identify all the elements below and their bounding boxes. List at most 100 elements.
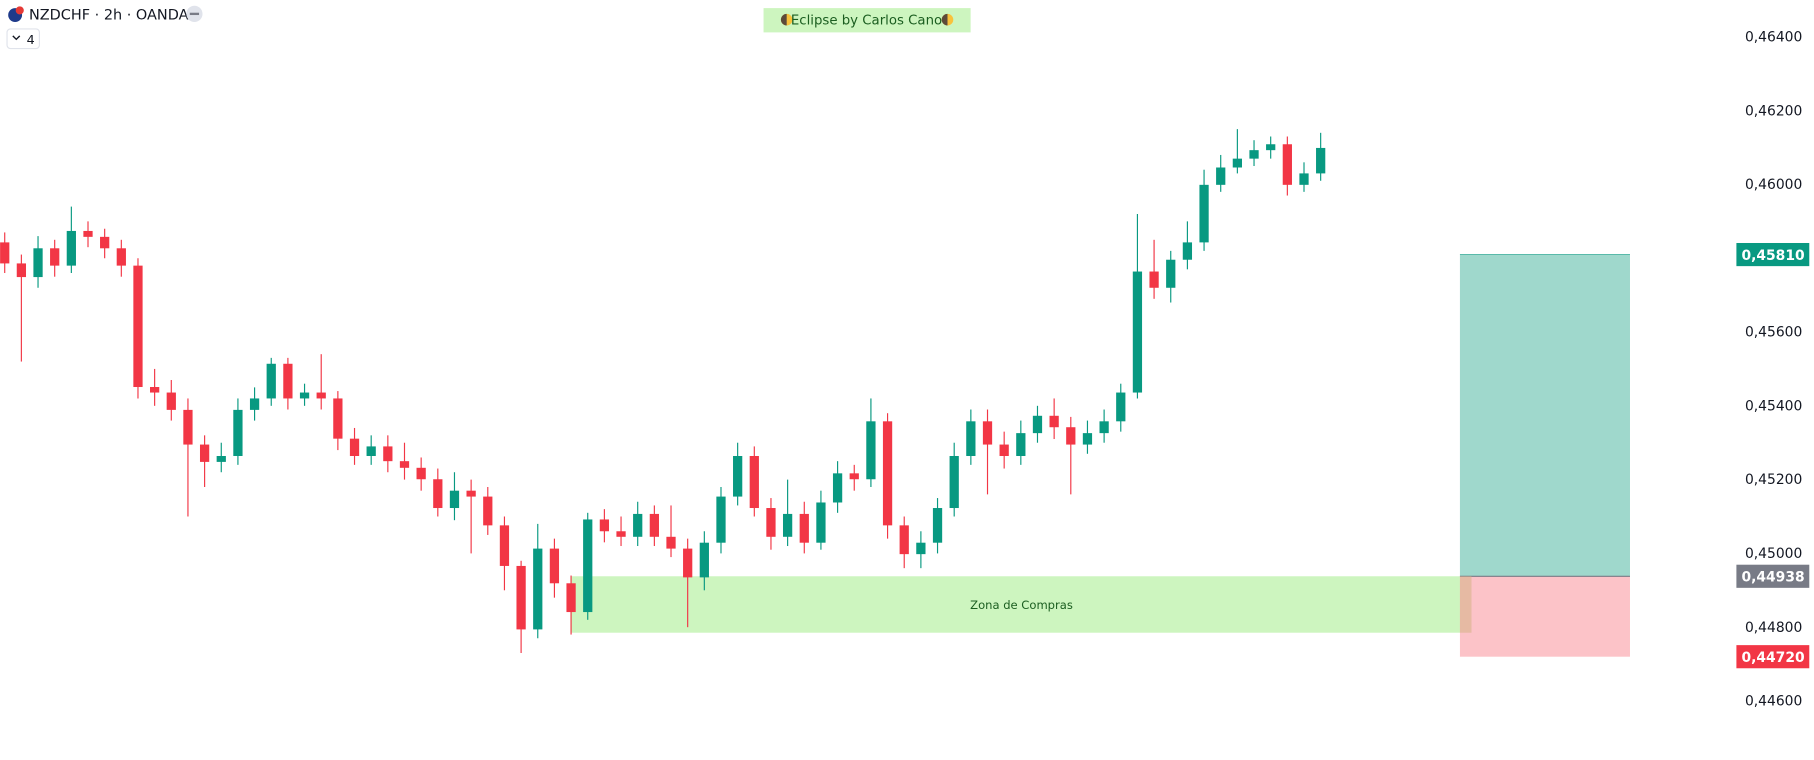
candle-body [899,525,909,555]
candle-body [699,542,709,578]
y-tick-label: 0,45400 [1745,398,1802,414]
moon-icon [941,13,948,26]
candle-body [33,248,43,278]
price-badge-label: 0,45810 [1741,248,1804,264]
candle-body [416,467,426,480]
candle-body [0,242,10,264]
candle-body [233,409,243,456]
candle-body [1216,167,1226,185]
symbol-icon [15,6,24,15]
candle-body [516,565,526,630]
candle-body [349,438,360,456]
plot: 0,46400 0,46200 0,46000 0,45600 0,45400 0,452… [0,30,1810,710]
candle-body [666,536,676,549]
indicators-toggle[interactable] [6,28,40,50]
candle-body [166,392,176,410]
candle-body [533,548,543,630]
indicator-count: 4 [27,32,35,47]
candle-body [366,446,376,456]
candle-body [1282,144,1292,185]
y-tick-label: 0,45600 [1745,325,1802,341]
candle-body [50,248,60,266]
candle-body [1149,271,1159,288]
moon-icon [780,13,787,26]
candle-body [183,409,193,445]
candle-body [999,444,1009,456]
candle-body [683,548,693,578]
candle-body [1066,427,1076,445]
candle-body [1316,147,1326,174]
banner-text: Eclipse by Carlos Cano [791,13,942,28]
candle-body [499,525,510,566]
candle-body [633,513,643,537]
y-tick-label: 0,46000 [1745,177,1802,193]
candle-body [716,496,726,543]
candle-body [116,248,126,266]
candle-body [1249,150,1259,159]
y-tick-label: 0,45000 [1745,546,1802,562]
candle-body [1116,392,1126,422]
candle-body [1199,184,1209,243]
y-tick-label: 0,46200 [1745,103,1802,119]
candle-body [466,490,476,497]
candle-body [449,490,460,509]
buy-zone [570,576,1472,633]
candle-body [1099,421,1109,434]
candle-body [949,456,959,509]
candle-body [316,392,326,399]
target-area [1459,254,1630,577]
candle-body [66,230,76,266]
y-tick-label: 0,44800 [1745,620,1802,636]
y-tick-label: 0,45200 [1745,472,1802,488]
price-badge-label: 0,44938 [1741,569,1804,585]
candle-body [616,531,626,537]
candle-body [399,461,410,468]
candle-body [283,363,293,399]
candle-body [816,502,826,543]
candle-body [16,263,27,278]
candle-body [216,456,226,462]
candle-body [782,513,793,537]
candle-body [1032,415,1043,434]
candle-body [1132,271,1143,393]
candle-body [849,473,859,480]
price-badge [1736,242,1810,267]
candle-body [100,236,110,249]
y-tick-label: 0,44600 [1745,694,1802,710]
zone-label: Zona de Compras [970,598,1073,612]
price-badge [1736,564,1810,588]
candle-body [599,519,610,532]
collapse-icon [189,12,200,16]
candle-body [916,542,926,555]
candle-body [799,513,809,543]
candle-body [383,446,393,462]
stop-area [1459,576,1630,657]
candle-body [583,519,593,613]
candle-body [766,508,776,537]
candle-body [1016,433,1026,456]
chevron-icon [12,35,21,41]
y-tick-label: 0,46400 [1745,30,1802,46]
candle-body [1266,144,1276,151]
candle-body [150,387,160,393]
candle-body [133,265,143,388]
candle-body [299,392,310,399]
price-badge [1736,645,1810,669]
candle-body [1049,415,1059,428]
candle-body [832,473,843,503]
price-badge-label: 0,44720 [1741,650,1804,666]
candle-body [866,421,876,480]
candle-body [483,496,493,526]
zone-overlap [1459,576,1472,633]
candle-body [649,513,659,537]
candle-body [433,479,443,509]
candle-body [199,444,210,462]
candle-body [733,456,743,497]
candle-body [333,398,343,439]
candle-body [982,421,993,445]
banner [763,8,971,33]
candle-body [83,230,93,237]
candle-body [1232,158,1243,168]
